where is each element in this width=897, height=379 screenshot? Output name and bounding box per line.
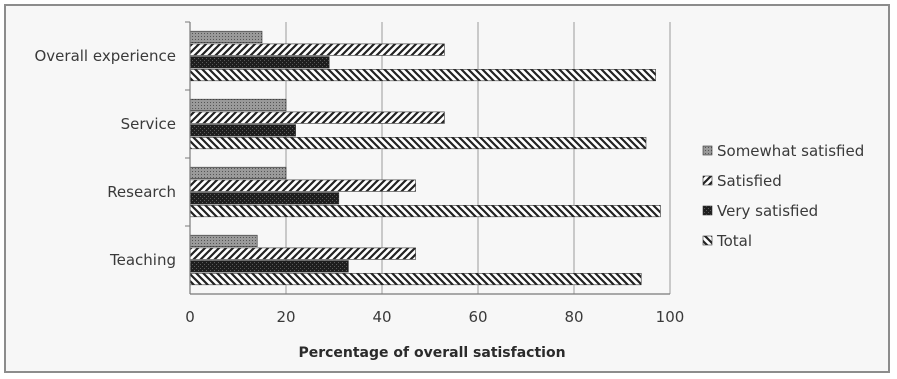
category-label: Teaching [109, 251, 176, 269]
x-tick-label: 20 [276, 308, 295, 326]
bar-satisfied [190, 44, 444, 56]
bar-total [190, 273, 641, 285]
x-tick-label: 40 [372, 308, 391, 326]
bar-somewhat-satisfied [190, 235, 257, 247]
bar-somewhat-satisfied [190, 99, 286, 111]
legend-swatch-total [703, 236, 712, 245]
chart-frame: 0 20 40 60 80 100 Overall experience Service Res… [4, 4, 890, 373]
bar-very-satisfied [190, 125, 296, 137]
legend-label-satisfied: Satisfied [717, 172, 782, 190]
x-tick-label: 80 [564, 308, 583, 326]
category-label: Service [121, 115, 176, 133]
bar-satisfied [190, 112, 444, 124]
legend-swatch-very-satisfied [703, 206, 712, 215]
bar-chart: 0 20 40 60 80 100 Overall experience Service Res… [6, 6, 892, 375]
bar-total [190, 137, 646, 149]
bar-somewhat-satisfied [190, 167, 286, 179]
legend-swatch-satisfied [703, 176, 712, 185]
x-axis-title: Percentage of overall satisfaction [298, 345, 565, 361]
bar-satisfied [190, 248, 416, 260]
legend-label-total: Total [716, 232, 752, 250]
bar-satisfied [190, 180, 416, 192]
x-tick-label: 100 [656, 308, 685, 326]
x-tick-label: 0 [185, 308, 195, 326]
x-tick-label: 60 [468, 308, 487, 326]
legend-label-very-satisfied: Very satisfied [717, 202, 818, 220]
bars-layer [190, 31, 660, 285]
category-label: Overall experience [34, 47, 176, 65]
bar-total [190, 205, 660, 217]
bar-very-satisfied [190, 261, 348, 273]
legend: Somewhat satisfied Satisfied Very satisfie… [703, 142, 864, 250]
bar-very-satisfied [190, 193, 339, 205]
legend-swatch-somewhat-satisfied [703, 146, 712, 155]
bar-total [190, 69, 656, 81]
legend-label-somewhat-satisfied: Somewhat satisfied [717, 142, 864, 160]
category-label: Research [107, 183, 176, 201]
bar-somewhat-satisfied [190, 31, 262, 43]
bar-very-satisfied [190, 57, 329, 69]
